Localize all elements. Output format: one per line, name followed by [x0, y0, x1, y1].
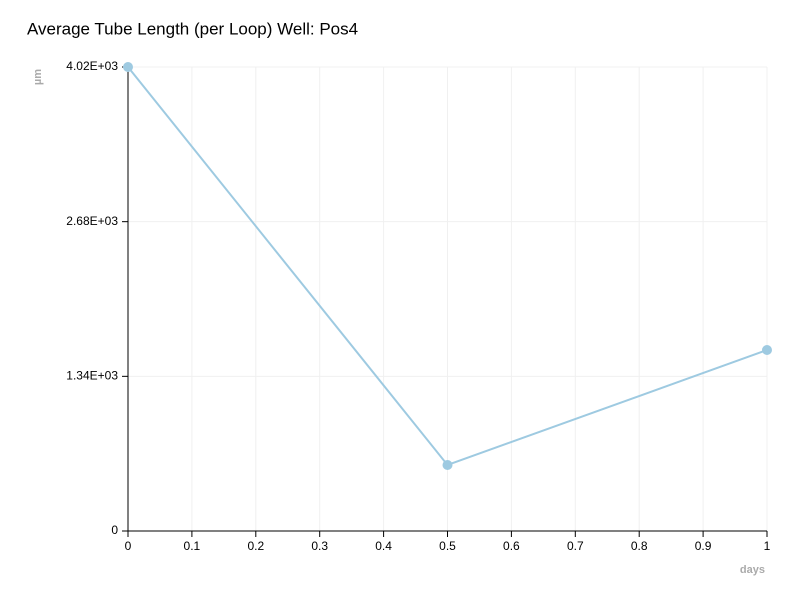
y-tick-label: 4.02E+03	[66, 59, 118, 73]
data-point	[762, 345, 772, 356]
y-tick-label: 2.68E+03	[66, 214, 118, 228]
y-axis-title: µm	[32, 69, 44, 85]
x-tick-label: 0.6	[503, 539, 520, 553]
x-tick-label: 0	[125, 539, 132, 553]
x-tick-label: 0.4	[375, 539, 392, 553]
chart-title: Average Tube Length (per Loop) Well: Pos…	[27, 19, 358, 38]
x-tick-label: 0.5	[439, 539, 456, 553]
data-point	[123, 62, 133, 72]
x-tick-label: 0.8	[631, 539, 648, 553]
x-tick-label: 0.1	[184, 539, 201, 553]
y-tick-label: 0	[111, 523, 118, 537]
x-tick-label: 0.9	[695, 539, 712, 553]
x-tick-label: 1	[764, 539, 771, 553]
x-tick-label: 0.7	[567, 539, 584, 553]
x-tick-label: 0.3	[311, 539, 328, 553]
data-point	[442, 459, 453, 470]
x-tick-label: 0.2	[247, 539, 264, 553]
x-axis-title: days	[740, 564, 765, 576]
y-tick-label: 1.34E+03	[66, 369, 118, 383]
